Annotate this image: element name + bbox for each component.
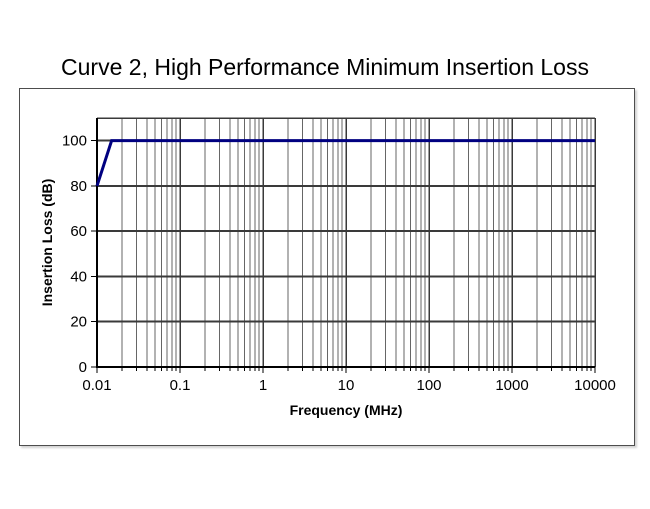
x-tick-label: 100 [416,377,441,394]
y-tick-label: 20 [70,314,87,331]
x-tick-label: 1000 [495,377,528,394]
y-tick-label: 0 [79,359,87,376]
x-axis-title: Frequency (MHz) [289,402,403,418]
x-tick-label: 0.1 [170,377,191,394]
insertion-loss-curve [95,139,595,187]
x-tick-label: 0.01 [82,377,111,394]
y-tick-label: 40 [70,268,87,285]
x-tick-label: 1 [259,377,267,394]
chart-title: Curve 2, High Performance Minimum Insert… [61,54,589,80]
y-tick-label: 100 [62,133,87,150]
y-tick-label: 60 [70,223,87,240]
y-tick-label: 80 [70,178,87,195]
x-tick-label: 10000 [574,377,616,394]
y-axis-title: Insertion Loss (dB) [39,178,55,307]
x-tick-label: 10 [338,377,355,394]
